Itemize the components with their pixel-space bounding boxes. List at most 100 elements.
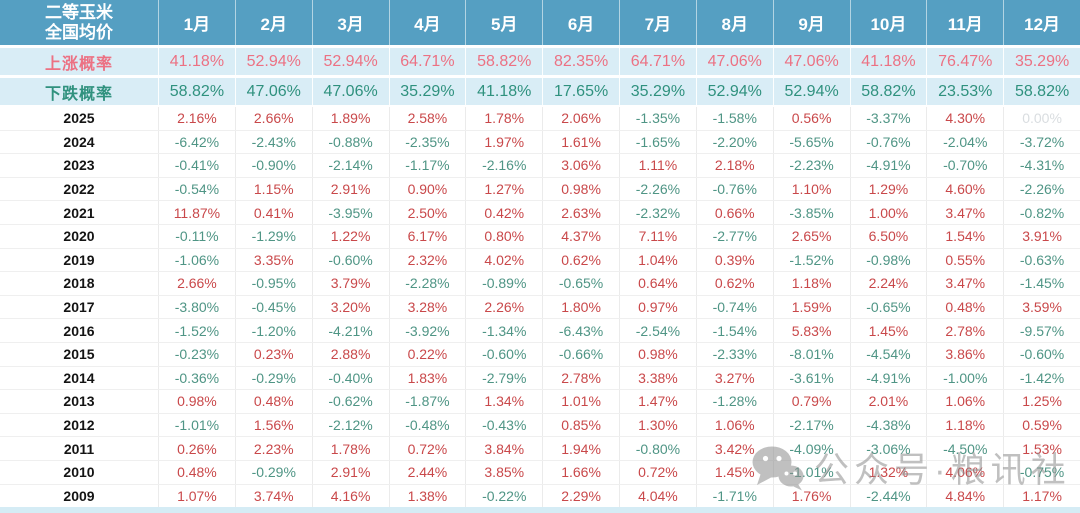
value-cell: -0.22%: [465, 484, 542, 508]
value-cell: 1.97%: [465, 130, 542, 154]
value-cell: 0.41%: [234, 201, 312, 224]
year-row-2009: 2009 1.07% 3.74% 4.16% 1.38% -0.22% 2.29% 4.04%…: [0, 483, 1080, 508]
value-cell: -1.06%: [158, 248, 235, 272]
value-cell: 4.84%: [926, 484, 1003, 508]
value-cell: 1.11%: [619, 154, 696, 177]
value-cell: 4.02%: [465, 248, 542, 272]
year-label: 2009: [63, 487, 95, 504]
value-cell: 4.30%: [926, 107, 1003, 130]
value-cell: -0.65%: [849, 295, 927, 319]
value-cell: 0.64%: [619, 272, 696, 295]
month-header: 5月: [465, 0, 542, 45]
rise-probability-value: 47.06%: [695, 48, 773, 75]
value-cell: 2.50%: [388, 201, 466, 224]
value-cell: 1.04%: [619, 248, 696, 272]
month-header: 11月: [926, 0, 1003, 45]
value-cell: -4.54%: [849, 342, 927, 366]
fall-probability-value: 47.06%: [311, 78, 389, 105]
value-cell: 1.18%: [926, 413, 1003, 437]
value-cell: -2.16%: [465, 154, 542, 177]
fall-probability-value: 35.29%: [619, 78, 696, 105]
value-cell: -0.82%: [1003, 201, 1080, 224]
value-cell: 1.80%: [542, 295, 619, 319]
value-cell: 0.90%: [388, 177, 466, 201]
value-cell: -3.85%: [772, 201, 850, 224]
value-cell: -1.52%: [158, 319, 235, 342]
value-cell: 1.53%: [1003, 437, 1080, 460]
value-cell: -8.01%: [772, 342, 850, 366]
month-header: 6月: [542, 0, 619, 45]
year-label: 2015: [63, 346, 95, 363]
value-cell: -6.42%: [158, 130, 235, 154]
value-cell: -0.74%: [695, 295, 773, 319]
value-cell: 1.45%: [849, 319, 927, 342]
value-cell: 3.47%: [926, 272, 1003, 295]
value-cell: -2.17%: [772, 413, 850, 437]
fall-probability-value: 52.94%: [695, 78, 773, 105]
rise-probability-label: 上涨概率: [44, 55, 113, 73]
value-cell: 0.66%: [695, 201, 773, 224]
value-cell: -3.06%: [849, 437, 927, 460]
value-cell: 1.06%: [926, 390, 1003, 413]
value-cell: 1.29%: [849, 177, 927, 201]
rise-probability-value: 52.94%: [311, 48, 389, 75]
fall-probability-value: 58.82%: [849, 78, 927, 105]
value-cell: -2.77%: [695, 224, 773, 248]
value-cell: -0.60%: [465, 342, 542, 366]
year-row-2022: 2022 -0.54% 1.15% 2.91% 0.90% 1.27% 0.98% -2.26…: [0, 176, 1080, 201]
value-cell: -2.44%: [849, 484, 927, 508]
value-cell: -0.95%: [234, 272, 312, 295]
value-cell: 1.25%: [1003, 390, 1080, 413]
value-cell: 0.48%: [158, 460, 235, 484]
value-cell: -5.65%: [772, 130, 850, 154]
month-header: 2月: [234, 0, 312, 45]
value-cell: -2.43%: [234, 130, 312, 154]
year-label: 2014: [63, 369, 95, 386]
value-cell: 2.26%: [465, 295, 542, 319]
value-cell: -2.33%: [695, 342, 773, 366]
value-cell: -2.79%: [465, 366, 542, 390]
value-cell: 1.78%: [465, 107, 542, 130]
year-label: 2013: [63, 393, 95, 410]
year-label: 2012: [63, 417, 95, 434]
value-cell: 1.34%: [465, 390, 542, 413]
value-cell: -0.40%: [311, 366, 389, 390]
year-row-2021: 2021 11.87% 0.41% -3.95% 2.50% 0.42% 2.63% -2.3…: [0, 200, 1080, 224]
year-row-2012: 2012 -1.01% 1.56% -2.12% -0.48% -0.43% 0.85% 1.…: [0, 412, 1080, 437]
value-cell: -2.12%: [311, 413, 389, 437]
value-cell: 4.37%: [542, 224, 619, 248]
value-cell: 3.20%: [311, 295, 389, 319]
rise-probability-value: 41.18%: [158, 48, 235, 75]
value-cell: 2.06%: [542, 107, 619, 130]
title-line-2: 全国均价: [45, 22, 113, 42]
value-cell: 4.06%: [926, 460, 1003, 484]
fall-probability-label: 下跌概率: [44, 85, 113, 103]
value-cell: -4.91%: [849, 154, 927, 177]
value-cell: 2.66%: [158, 272, 235, 295]
value-cell: 0.80%: [465, 224, 542, 248]
fall-probability-value: 58.82%: [1003, 78, 1080, 105]
value-cell: -0.11%: [158, 224, 235, 248]
value-cell: 0.00%: [1003, 107, 1080, 130]
year-label: 2010: [63, 464, 95, 481]
value-cell: 1.27%: [465, 177, 542, 201]
value-cell: 2.78%: [542, 366, 619, 390]
value-cell: 2.23%: [234, 437, 312, 460]
fall-probability-value: 52.94%: [772, 78, 850, 105]
value-cell: 2.16%: [158, 107, 235, 130]
value-cell: 4.16%: [311, 484, 389, 508]
value-cell: -1.35%: [619, 107, 696, 130]
year-label: 2011: [63, 440, 95, 457]
value-cell: -4.91%: [849, 366, 927, 390]
value-cell: 0.98%: [619, 342, 696, 366]
table-title: 二等玉米 全国均价: [0, 0, 158, 45]
year-label: 2020: [63, 228, 95, 245]
value-cell: -0.41%: [158, 154, 235, 177]
value-cell: 0.26%: [158, 437, 235, 460]
fall-probability-value: 47.06%: [234, 78, 312, 105]
value-cell: -0.76%: [849, 130, 927, 154]
month-header: 3月: [311, 0, 389, 45]
value-cell: -0.76%: [695, 177, 773, 201]
value-cell: -2.04%: [926, 130, 1003, 154]
rise-probability-value: 41.18%: [849, 48, 927, 75]
